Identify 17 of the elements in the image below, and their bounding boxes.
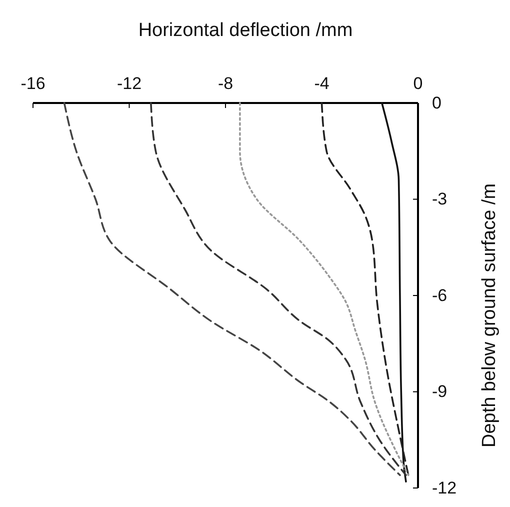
x-tick-label: 0 [413,74,423,93]
x-tick-label: -16 [20,74,46,93]
y-axis-title: Depth below ground surface /m [479,183,500,448]
line-series [150,102,407,476]
y-tick-label: -9 [432,382,448,402]
x-tick-label: -4 [314,74,330,93]
line-series [239,102,410,476]
y-tick-label: -6 [432,286,448,305]
line-series [381,102,407,482]
y-tick-label: -12 [432,478,457,498]
x-tick-label: -8 [218,74,234,93]
y-tick-label: 0 [432,93,442,112]
line-series [63,102,401,476]
x-tick-label: -12 [116,74,142,93]
line-series [320,102,410,476]
y-tick-label: -3 [432,190,448,209]
x-axis-title: Horizontal deflection /mm [138,20,353,41]
